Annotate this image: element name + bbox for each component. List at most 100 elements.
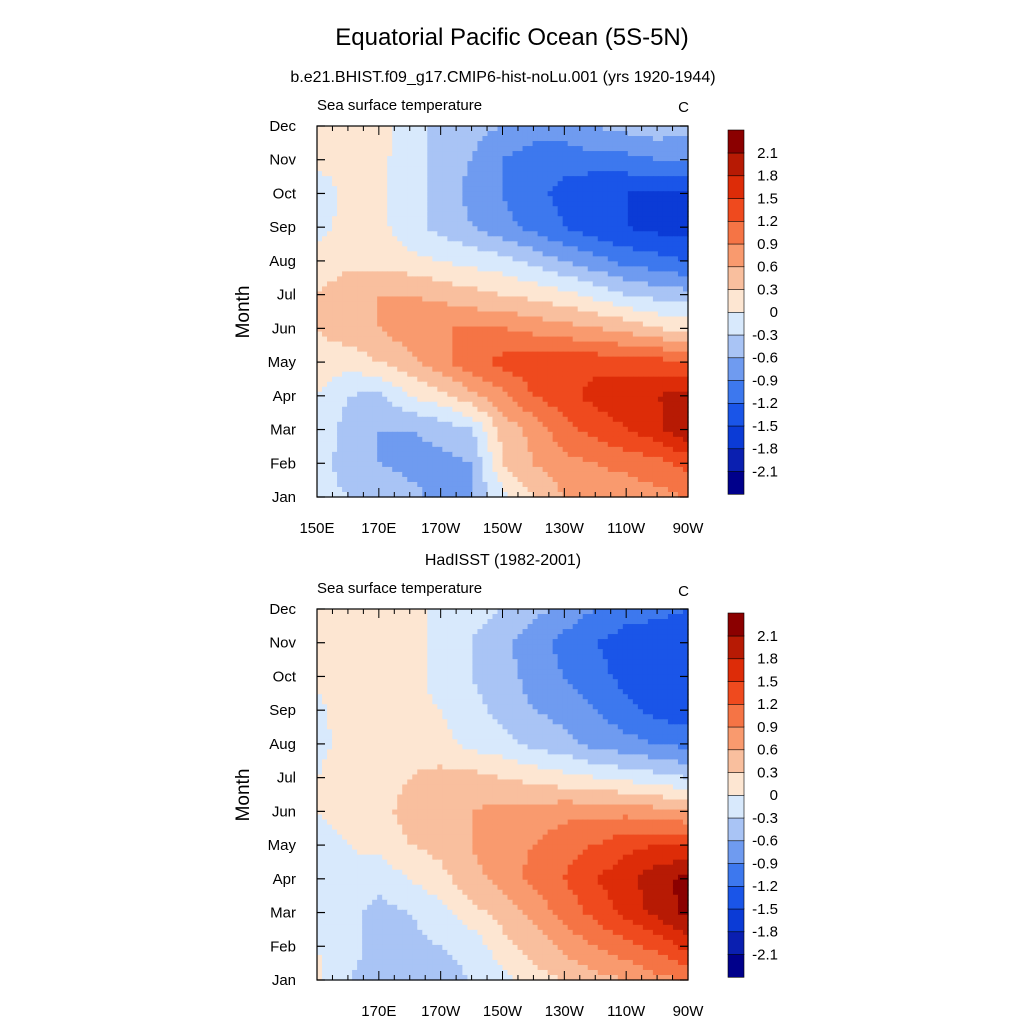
heatmap-cell <box>452 196 458 202</box>
heatmap-cell <box>607 156 614 162</box>
heatmap-cell <box>607 391 614 398</box>
heatmap-cell <box>532 266 539 272</box>
heatmap-cell <box>627 386 634 393</box>
heatmap-cell <box>447 226 453 232</box>
heatmap-cell <box>582 356 589 363</box>
heatmap-cell <box>332 411 338 418</box>
heatmap-cell <box>362 386 368 393</box>
heatmap-cell <box>602 296 609 303</box>
heatmap-cell <box>407 441 413 448</box>
heatmap-cell <box>482 211 489 217</box>
heatmap-cell <box>437 446 443 453</box>
heatmap-cell <box>607 386 614 393</box>
heatmap-cell <box>572 371 579 378</box>
heatmap-cell <box>462 236 468 242</box>
heatmap-cell <box>412 416 418 423</box>
heatmap-cell <box>682 401 689 408</box>
heatmap-cell <box>362 236 368 242</box>
heatmap-cell <box>572 271 579 277</box>
heatmap-cell <box>677 281 684 288</box>
heatmap-cell <box>442 126 448 132</box>
heatmap-cell <box>522 291 529 298</box>
heatmap-cell <box>397 451 403 458</box>
heatmap-cell <box>397 126 403 132</box>
heatmap-cell <box>327 346 333 353</box>
heatmap-cell <box>342 161 348 167</box>
heatmap-cell <box>577 126 584 132</box>
heatmap-cell <box>467 406 474 413</box>
heatmap-cell <box>332 181 338 187</box>
heatmap-cell <box>502 146 509 152</box>
heatmap-cell <box>482 256 489 262</box>
heatmap-cell <box>547 456 554 463</box>
heatmap-cell <box>567 201 574 207</box>
heatmap-cell <box>657 421 664 428</box>
heatmap-cell <box>462 286 468 293</box>
heatmap-cell <box>442 186 448 192</box>
heatmap-cell <box>602 386 609 393</box>
heatmap-cell <box>377 301 383 308</box>
heatmap-cell <box>622 296 629 303</box>
heatmap-cell <box>402 401 408 408</box>
heatmap-cell <box>332 206 338 212</box>
heatmap-cell <box>567 311 574 318</box>
heatmap-cell <box>597 326 604 333</box>
heatmap-cell <box>382 186 388 192</box>
heatmap-cell <box>482 406 489 413</box>
heatmap-cell <box>412 396 418 403</box>
heatmap-cell <box>322 261 328 267</box>
heatmap-cell <box>332 256 338 262</box>
heatmap-cell <box>462 261 468 267</box>
heatmap-cell <box>682 346 689 353</box>
heatmap-cell <box>397 301 403 308</box>
heatmap-cell <box>372 186 378 192</box>
heatmap-cell <box>487 131 494 137</box>
heatmap-cell <box>492 241 499 247</box>
heatmap-cell <box>607 206 614 212</box>
heatmap-cell <box>432 216 438 222</box>
heatmap-cell <box>527 176 534 182</box>
heatmap-cell <box>547 196 554 202</box>
heatmap-cell <box>317 271 323 277</box>
heatmap-cell <box>642 211 649 217</box>
heatmap-cell <box>507 266 514 272</box>
heatmap-cell <box>532 311 539 318</box>
heatmap-cell <box>382 386 388 393</box>
heatmap-cell <box>637 226 644 232</box>
heatmap-cell <box>422 326 428 333</box>
heatmap-cell <box>407 206 413 212</box>
heatmap-cell <box>602 201 609 207</box>
heatmap-cell <box>452 151 458 157</box>
heatmap-cell <box>402 186 408 192</box>
heatmap-cell <box>347 336 353 343</box>
heatmap-cell <box>612 126 619 132</box>
heatmap-cell <box>532 286 539 293</box>
heatmap-cell <box>597 211 604 217</box>
heatmap-cell <box>382 451 388 458</box>
heatmap-cell <box>507 271 514 277</box>
heatmap-cell <box>392 431 398 438</box>
heatmap-cell <box>632 326 639 333</box>
heatmap-cell <box>602 366 609 373</box>
heatmap-cell <box>497 221 504 227</box>
heatmap-cell <box>657 351 664 358</box>
heatmap-cell <box>652 141 659 147</box>
heatmap-cell <box>542 201 549 207</box>
heatmap-cell <box>632 381 639 388</box>
heatmap-cell <box>552 256 559 262</box>
heatmap-cell <box>657 156 664 162</box>
heatmap-cell <box>382 161 388 167</box>
heatmap-cell <box>507 381 514 388</box>
heatmap-cell <box>317 281 323 288</box>
heatmap-cell <box>437 416 443 423</box>
heatmap-cell <box>632 451 639 458</box>
heatmap-cell <box>597 446 604 453</box>
heatmap-cell <box>522 331 529 338</box>
heatmap-cell <box>502 226 509 232</box>
heatmap-cell <box>592 451 599 458</box>
heatmap-cell <box>537 161 544 167</box>
heatmap-cell <box>627 391 634 398</box>
heatmap-cell <box>472 321 479 328</box>
heatmap-cell <box>597 181 604 187</box>
heatmap-cell <box>477 261 484 267</box>
